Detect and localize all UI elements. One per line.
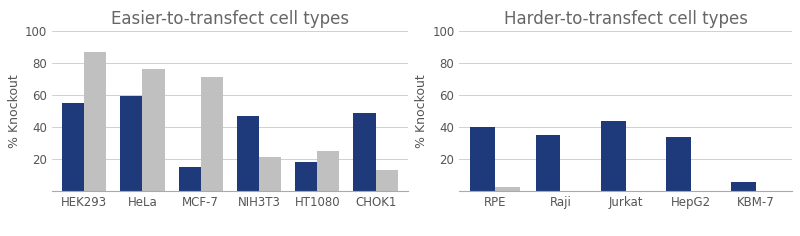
- Y-axis label: % Knockout: % Knockout: [8, 74, 21, 148]
- Bar: [470, 127, 495, 191]
- Bar: [495, 187, 520, 191]
- Bar: [666, 137, 691, 191]
- Bar: [259, 157, 281, 191]
- Y-axis label: % Knockout: % Knockout: [415, 74, 428, 148]
- Bar: [354, 113, 375, 191]
- Bar: [178, 167, 201, 191]
- Bar: [318, 151, 339, 191]
- Bar: [237, 116, 259, 191]
- Bar: [601, 121, 626, 191]
- Bar: [120, 97, 142, 191]
- Bar: [295, 162, 318, 191]
- Bar: [731, 181, 756, 191]
- Bar: [84, 51, 106, 191]
- Title: Easier-to-transfect cell types: Easier-to-transfect cell types: [110, 10, 349, 28]
- Title: Harder-to-transfect cell types: Harder-to-transfect cell types: [504, 10, 748, 28]
- Bar: [142, 69, 165, 191]
- Bar: [62, 103, 84, 191]
- Bar: [536, 135, 561, 191]
- Bar: [375, 170, 398, 191]
- Bar: [201, 77, 223, 191]
